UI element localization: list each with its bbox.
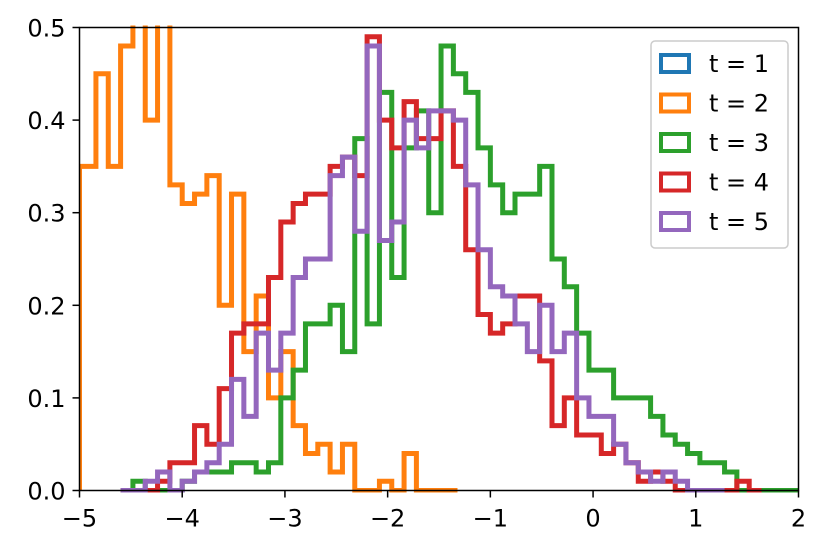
histogram-series-5 [120, 43, 725, 493]
legend: t = 1 t = 2 t = 3 t = 4 t = 5 [650, 40, 789, 249]
legend-label-3: t = 3 [709, 129, 769, 157]
y-tick-label: 0.0 [27, 478, 65, 506]
y-tick-label: 0.2 [27, 292, 65, 320]
x-tick-label: −4 [165, 505, 200, 533]
x-tick-label: −1 [473, 505, 508, 533]
legend-swatch-3 [659, 132, 691, 153]
x-tick-label: 2 [791, 505, 806, 533]
histogram-series-4 [120, 34, 762, 493]
x-tick-label: 0 [585, 505, 600, 533]
legend-swatch-4 [659, 171, 691, 193]
legend-label-4: t = 4 [709, 169, 769, 197]
x-tick-label: −5 [62, 505, 97, 533]
x-tick-label: −3 [267, 505, 302, 533]
plot-series-group [79, 25, 799, 493]
y-tick-label: 0.5 [27, 15, 65, 43]
x-tick-label: −2 [370, 505, 405, 533]
y-axis: 0.0 0.1 0.2 0.3 0.4 0.5 [27, 15, 80, 506]
legend-label-5: t = 5 [709, 208, 769, 236]
plot-frame [78, 26, 800, 492]
legend-swatch-5 [659, 211, 691, 232]
legend-swatch-1 [659, 53, 691, 74]
histogram-series-3 [120, 43, 799, 493]
x-tick-label: 1 [688, 505, 703, 533]
y-tick-label: 0.4 [27, 107, 65, 135]
legend-label-1: t = 1 [709, 50, 769, 78]
legend-label-2: t = 2 [709, 90, 769, 118]
x-axis: −5 −4 −3 −2 −1 0 1 2 [62, 490, 806, 533]
legend-swatch-2 [659, 92, 691, 114]
histogram-series-2 [79, 25, 458, 493]
y-tick-label: 0.1 [27, 385, 65, 413]
y-tick-label: 0.3 [27, 200, 65, 228]
